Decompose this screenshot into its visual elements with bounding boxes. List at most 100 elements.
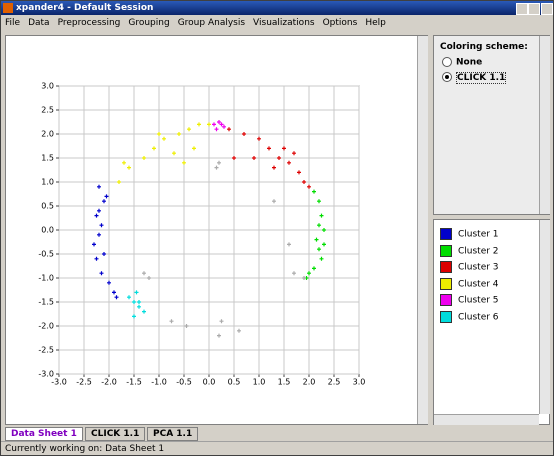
data-point xyxy=(169,319,174,324)
legend-swatch xyxy=(440,261,452,273)
data-point xyxy=(287,242,291,247)
data-point xyxy=(117,180,121,184)
data-point xyxy=(192,146,196,151)
tab[interactable]: Data Sheet 1 xyxy=(5,427,83,441)
data-point xyxy=(252,156,256,160)
vertical-scrollbar[interactable] xyxy=(539,220,550,414)
data-point xyxy=(322,242,326,247)
x-tick-label: -2.0 xyxy=(101,378,117,387)
data-point xyxy=(222,124,226,129)
data-point xyxy=(114,295,119,300)
data-point xyxy=(312,266,316,271)
x-tick-label: -2.5 xyxy=(76,378,92,387)
radio-option[interactable]: CLICK 1.1 xyxy=(442,71,507,84)
menu-item[interactable]: Preprocessing xyxy=(57,18,121,28)
data-point xyxy=(172,151,176,156)
data-point xyxy=(307,271,311,276)
data-point xyxy=(142,156,146,160)
radio-button[interactable] xyxy=(442,72,452,82)
window-title: xpander4 - Default Session xyxy=(16,3,154,13)
data-point xyxy=(237,328,241,333)
data-point xyxy=(319,213,324,218)
legend-label: Cluster 3 xyxy=(458,262,499,273)
data-point xyxy=(134,290,139,295)
legend-entry: Cluster 6 xyxy=(440,310,499,323)
y-tick-label: 1.0 xyxy=(41,178,54,187)
data-point xyxy=(217,333,221,338)
horizontal-scrollbar[interactable] xyxy=(434,414,539,425)
data-point xyxy=(132,300,136,304)
menu-item[interactable]: Visualizations xyxy=(253,18,315,28)
legend-label: Cluster 4 xyxy=(458,279,499,289)
menu-item[interactable]: Group Analysis xyxy=(177,18,246,28)
menu-item[interactable]: Help xyxy=(365,18,386,28)
radio-option[interactable]: None xyxy=(442,57,482,69)
data-point xyxy=(102,252,106,256)
y-tick-label: 0.0 xyxy=(41,226,54,235)
legend-label: Cluster 6 xyxy=(458,312,499,322)
data-point xyxy=(99,223,104,228)
data-point xyxy=(214,165,219,170)
data-point xyxy=(219,319,224,324)
title-bar: xpander4 - Default Session xyxy=(1,1,553,15)
data-point xyxy=(187,127,191,132)
vertical-scrollbar[interactable] xyxy=(539,36,550,214)
data-point xyxy=(127,295,131,300)
data-point xyxy=(177,132,181,136)
radio-label[interactable]: CLICK 1.1 xyxy=(456,71,507,84)
x-tick-label: 1.5 xyxy=(278,378,291,387)
legend-entry: Cluster 1 xyxy=(440,228,499,240)
data-point xyxy=(317,223,321,228)
legend-swatch xyxy=(440,244,452,257)
y-tick-label: -2.0 xyxy=(38,322,54,331)
x-tick-label: -0.5 xyxy=(176,378,192,387)
data-point xyxy=(257,136,261,141)
radio-label[interactable]: None xyxy=(456,57,483,68)
legend-panel: Cluster 1 Cluster 2 Cluster 3 Cluster 4 Clus… xyxy=(433,219,550,425)
y-tick-label: 3.0 xyxy=(41,82,54,91)
data-point xyxy=(97,184,101,189)
menu-item[interactable]: Grouping xyxy=(128,18,170,28)
maximize-button[interactable] xyxy=(528,3,540,15)
y-tick-label: 1.5 xyxy=(41,154,54,163)
data-point xyxy=(312,189,316,194)
x-tick-label: 0.0 xyxy=(203,378,216,387)
legend-entry: Cluster 4 xyxy=(440,277,499,290)
y-tick-label: -1.5 xyxy=(38,298,54,307)
menu-item[interactable]: Data xyxy=(28,18,50,28)
scatter-plot: -3.0 -2.5 -2.0 -1.5 -1.0 -0.5 0.0 0.5 1.0 1.5 2.0 2… xyxy=(38,82,365,387)
data-point xyxy=(94,256,99,261)
menu-item[interactable]: Options xyxy=(322,18,358,28)
data-point xyxy=(232,156,236,160)
vertical-scrollbar[interactable] xyxy=(417,36,428,424)
tab[interactable]: CLICK 1.1 xyxy=(85,427,146,441)
data-point xyxy=(297,170,301,175)
menu-item[interactable]: File xyxy=(5,18,21,28)
x-tick-label: -1.5 xyxy=(126,378,142,387)
legend-swatch xyxy=(440,277,452,290)
x-tick-label: 2.0 xyxy=(303,378,316,387)
data-point xyxy=(137,304,141,309)
legend-swatch xyxy=(440,294,452,306)
close-button[interactable] xyxy=(541,3,553,15)
data-point xyxy=(219,122,224,127)
legend-swatch xyxy=(440,228,452,240)
x-tick-label: 0.5 xyxy=(228,378,241,387)
data-point xyxy=(267,146,271,151)
data-point xyxy=(322,228,326,232)
tab[interactable]: PCA 1.1 xyxy=(147,427,199,441)
y-tick-label: -2.5 xyxy=(38,346,54,355)
data-point xyxy=(217,160,221,165)
data-point xyxy=(122,160,126,165)
data-point xyxy=(314,237,319,242)
legend-swatch xyxy=(440,310,452,323)
data-point xyxy=(292,151,296,156)
radio-button[interactable] xyxy=(442,57,452,67)
x-tick-label: -1.0 xyxy=(151,378,167,387)
data-point xyxy=(94,213,99,218)
y-tick-label: 0.5 xyxy=(41,202,54,211)
data-point xyxy=(92,242,96,247)
minimize-button[interactable] xyxy=(516,3,528,15)
data-point xyxy=(184,324,189,328)
